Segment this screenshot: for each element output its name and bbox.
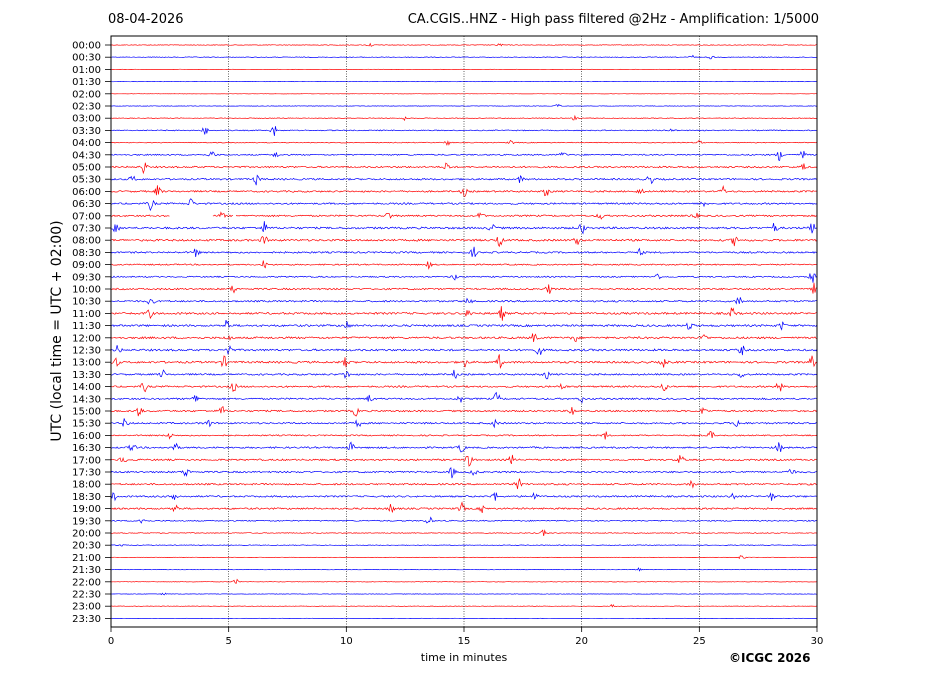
trace-1700 xyxy=(110,454,817,467)
trace-2100 xyxy=(110,555,818,560)
trace-1730 xyxy=(110,466,818,479)
trace-0730 xyxy=(110,221,817,235)
y-tick-label: 11:00 xyxy=(72,309,101,320)
y-tick-label: 18:00 xyxy=(72,480,101,491)
y-tick-label: 19:00 xyxy=(72,504,101,515)
y-tick-label: 03:00 xyxy=(72,114,101,125)
y-tick-label: 20:30 xyxy=(72,541,101,552)
trace-0830 xyxy=(110,246,818,257)
y-tick-label: 21:00 xyxy=(72,553,101,564)
trace-1530 xyxy=(110,418,818,429)
trace-0000 xyxy=(110,42,817,47)
y-tick-label: 00:30 xyxy=(72,53,101,64)
trace-0030 xyxy=(111,54,818,60)
y-tick-label: 07:00 xyxy=(72,211,101,222)
trace-2000 xyxy=(110,529,817,536)
y-tick-label: 00:00 xyxy=(72,41,101,52)
x-tick-label: 25 xyxy=(693,636,706,647)
trace-1200 xyxy=(110,333,818,343)
y-tick-label: 15:00 xyxy=(72,407,101,418)
chart-date: 08-04-2026 xyxy=(108,12,184,27)
trace-1630 xyxy=(110,441,818,453)
trace-1030 xyxy=(111,297,818,305)
y-tick-label: 09:00 xyxy=(72,260,101,271)
y-tick-label: 08:30 xyxy=(72,248,101,259)
y-tick-label: 14:30 xyxy=(72,394,101,405)
trace-2030 xyxy=(110,544,817,547)
y-tick-label: 16:00 xyxy=(72,431,101,442)
y-tick-label: 21:30 xyxy=(72,565,101,576)
grid-group xyxy=(228,36,700,627)
y-tick-label: 02:00 xyxy=(72,89,101,100)
y-tick-label: 04:00 xyxy=(72,138,101,149)
y-tick-label: 07:30 xyxy=(72,224,101,235)
trace-0330 xyxy=(110,126,818,136)
y-tick-label: 23:00 xyxy=(72,602,101,613)
y-tick-label: 02:30 xyxy=(72,102,101,113)
y-tick-label: 03:30 xyxy=(72,126,101,137)
y-tick-label: 08:00 xyxy=(72,236,101,247)
y-tick-label: 22:30 xyxy=(72,590,101,601)
x-tick-label: 10 xyxy=(340,636,353,647)
y-tick-label: 09:30 xyxy=(72,272,101,283)
trace-1600 xyxy=(110,430,818,440)
x-tick-label: 20 xyxy=(575,636,588,647)
y-tick-label: 23:30 xyxy=(72,614,101,625)
y-tick-label: 12:00 xyxy=(72,333,101,344)
y-tick-label: 05:00 xyxy=(72,163,101,174)
y-tick-label: 18:30 xyxy=(72,492,101,503)
y-tick-label: 06:30 xyxy=(72,199,101,210)
trace-1130 xyxy=(110,320,818,331)
y-tick-label: 10:00 xyxy=(72,285,101,296)
x-tick-label: 0 xyxy=(108,636,114,647)
x-axis-label: time in minutes xyxy=(420,651,508,664)
y-tick-label: 20:00 xyxy=(72,529,101,540)
trace-0700 xyxy=(110,211,818,220)
y-tick-label: 12:30 xyxy=(72,346,101,357)
trace-1400 xyxy=(110,382,818,393)
x-tick-label: 15 xyxy=(458,636,471,647)
y-tick-label: 06:00 xyxy=(72,187,101,198)
x-tick-label: 30 xyxy=(811,636,824,647)
y-tick-label: 14:00 xyxy=(72,382,101,393)
y-tick-label: 10:30 xyxy=(72,297,101,308)
copyright-label: ©ICGC 2026 xyxy=(729,651,811,665)
trace-0800 xyxy=(111,235,818,248)
y-tick-label: 17:30 xyxy=(72,468,101,479)
y-tick-label: 15:30 xyxy=(72,419,101,430)
y-tick-label: 16:30 xyxy=(72,443,101,454)
trace-1930 xyxy=(110,516,818,524)
y-tick-label: 19:30 xyxy=(72,516,101,527)
y-tick-label: 01:30 xyxy=(72,77,101,88)
y-tick-label: 13:00 xyxy=(72,358,101,369)
y-tick-label: 05:30 xyxy=(72,175,101,186)
y-tick-label: 22:00 xyxy=(72,577,101,588)
x-tick-label: 5 xyxy=(225,636,231,647)
trace-0300 xyxy=(110,114,818,122)
chart-title: CA.CGIS..HNZ - High pass filtered @2Hz -… xyxy=(407,12,819,27)
y-tick-label: 04:30 xyxy=(72,150,101,161)
y-tick-label: 11:30 xyxy=(72,321,101,332)
y-tick-label: 17:00 xyxy=(72,455,101,466)
y-tick-label: 13:30 xyxy=(72,370,101,381)
y-tick-label: 01:00 xyxy=(72,65,101,76)
